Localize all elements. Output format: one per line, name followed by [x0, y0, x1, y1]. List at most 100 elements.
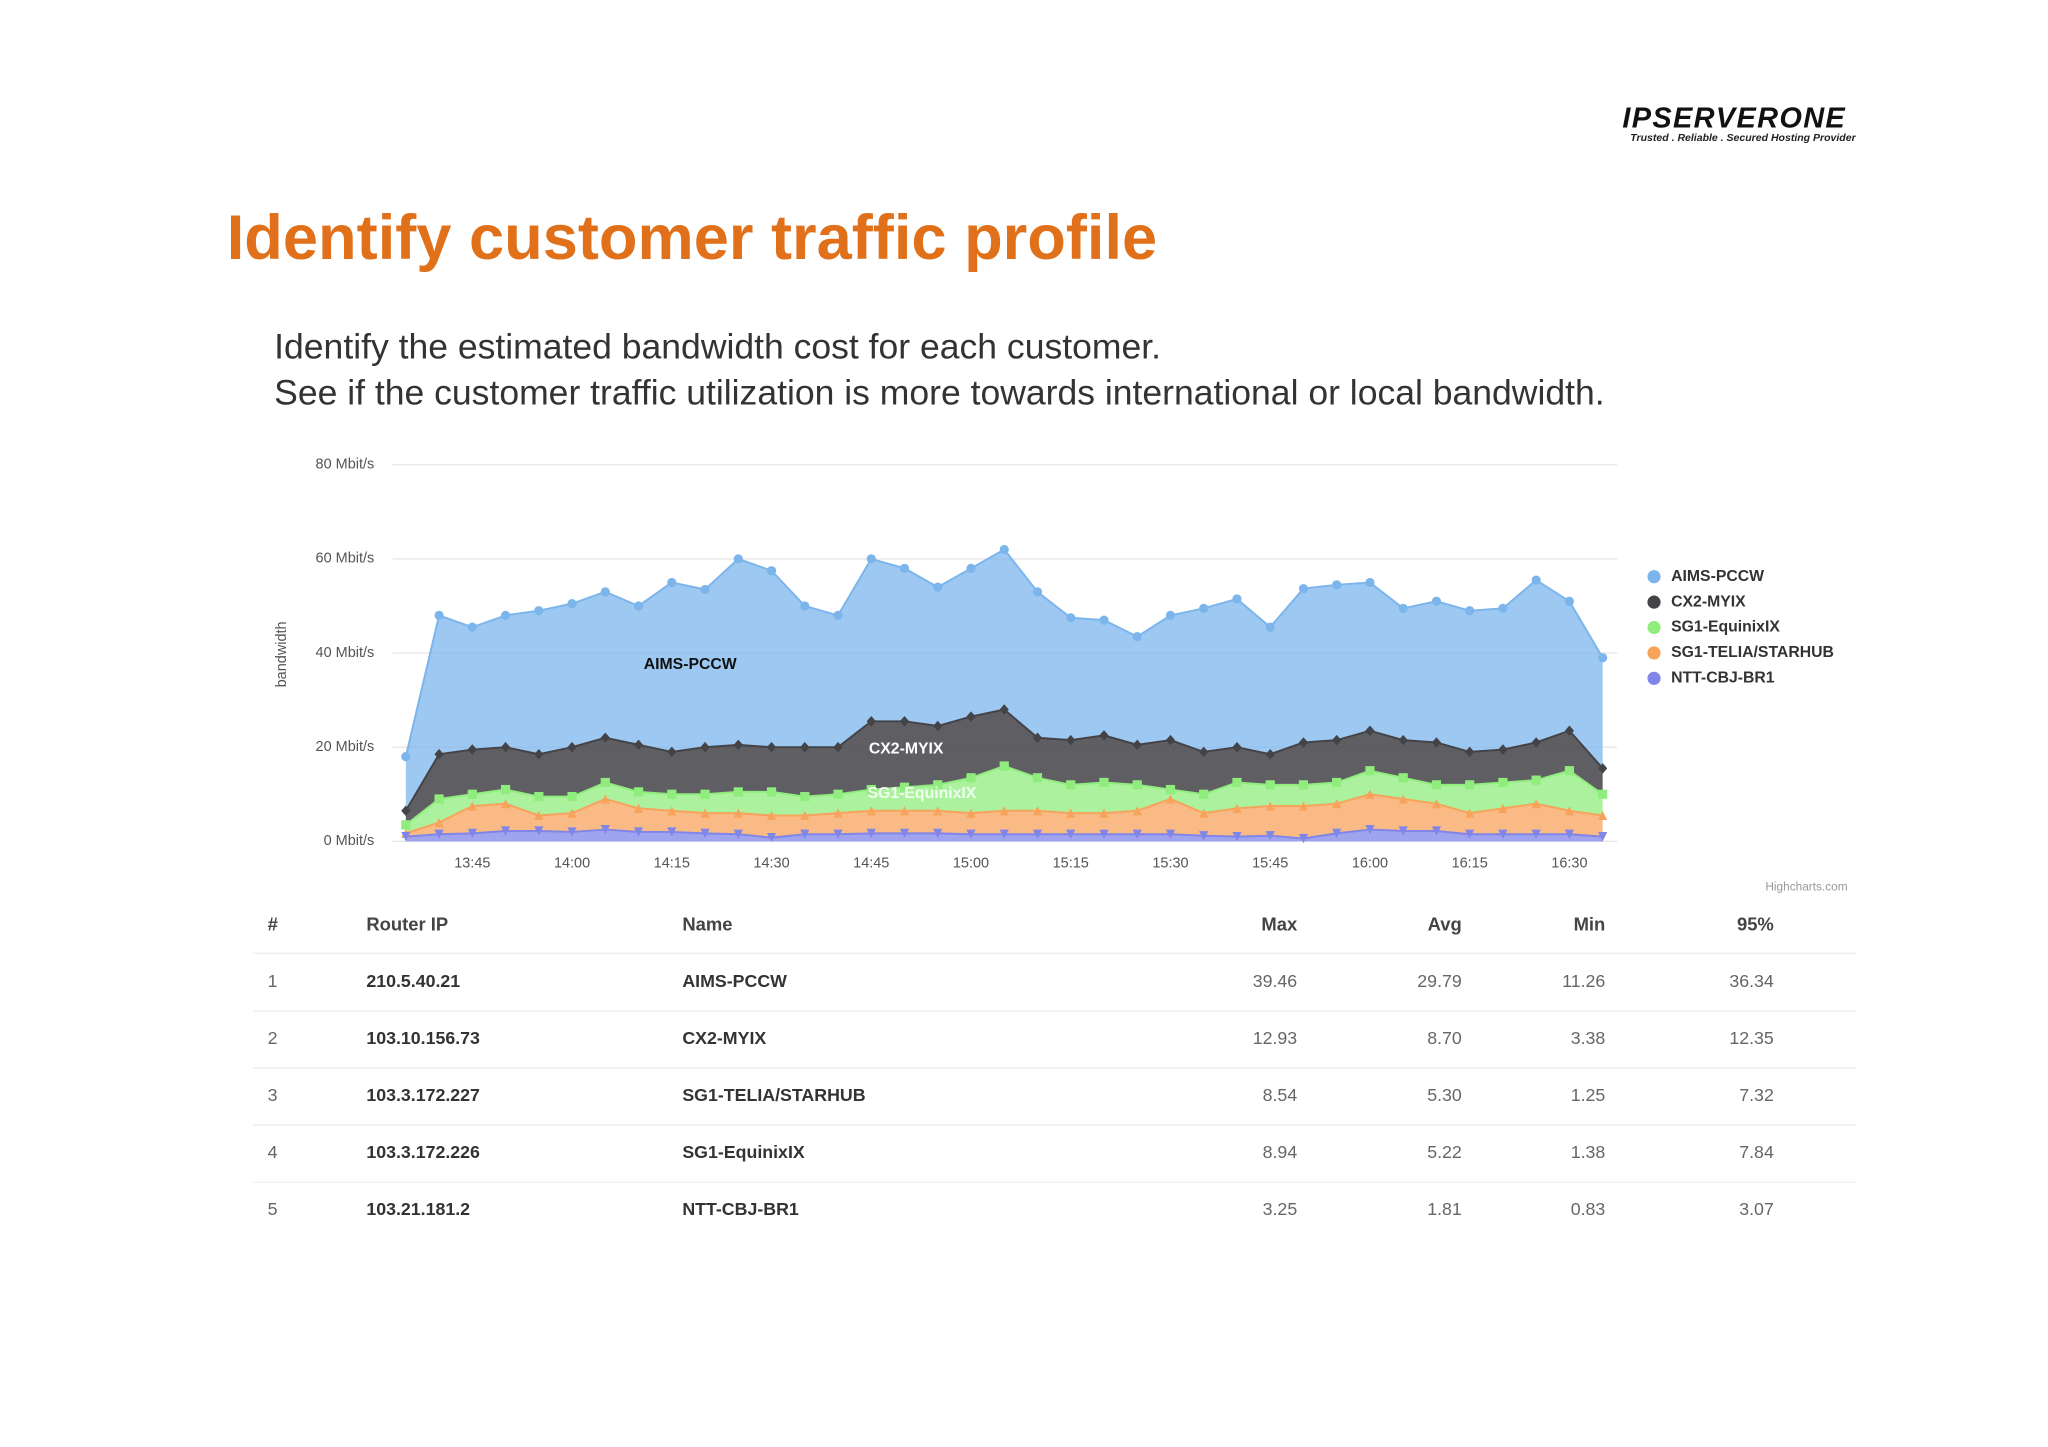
- point: [401, 820, 411, 830]
- point: [600, 794, 610, 804]
- point: [1531, 799, 1541, 809]
- point: [467, 828, 477, 838]
- point: [667, 577, 677, 588]
- point: [966, 563, 976, 573]
- table-cell: 8.54: [1263, 1085, 1298, 1105]
- point: [1398, 794, 1408, 804]
- point: [1531, 775, 1541, 785]
- chart-credit: Highcharts.com: [1765, 880, 1847, 894]
- legend-label: CX2-MYIX: [1671, 593, 1746, 610]
- legend-marker: [1647, 620, 1661, 635]
- point: [401, 832, 411, 842]
- y-tick-label: 20 Mbit/s: [316, 739, 375, 755]
- table-header: Avg: [1428, 913, 1462, 934]
- point: [1332, 580, 1342, 590]
- point: [1298, 833, 1309, 844]
- point: [1199, 603, 1209, 613]
- point: [766, 832, 777, 843]
- point: [1598, 653, 1608, 663]
- table-header: Max: [1261, 913, 1298, 934]
- point: [401, 752, 411, 762]
- point: [766, 566, 777, 576]
- point: [933, 720, 943, 732]
- x-tick-label: 15:30: [1152, 856, 1188, 872]
- area-label: AIMS-PCCW: [644, 656, 737, 673]
- point: [766, 787, 777, 797]
- point: [1465, 829, 1475, 839]
- point: [534, 792, 544, 802]
- point: [700, 741, 710, 753]
- point: [1298, 801, 1309, 811]
- point: [700, 808, 710, 818]
- point: [800, 601, 810, 611]
- point: [833, 741, 843, 753]
- point: [1332, 828, 1342, 838]
- point: [1165, 794, 1176, 804]
- table-cell: 210.5.40.21: [366, 971, 460, 991]
- point: [1032, 806, 1043, 816]
- point: [1398, 773, 1408, 783]
- point: [600, 732, 610, 744]
- point: [1232, 777, 1242, 788]
- legend-label: SG1-EquinixIX: [1671, 619, 1780, 636]
- point: [1165, 829, 1176, 839]
- point: [667, 746, 677, 758]
- x-tick-label: 13:45: [454, 856, 490, 872]
- point: [1498, 744, 1508, 755]
- legend-label: AIMS-PCCW: [1671, 568, 1764, 585]
- point: [833, 789, 843, 799]
- point: [766, 741, 777, 753]
- point: [1066, 808, 1076, 818]
- point: [866, 784, 876, 795]
- point: [933, 582, 943, 592]
- point: [1498, 777, 1508, 788]
- table-cell: 0.83: [1571, 1199, 1606, 1219]
- point: [1165, 610, 1176, 621]
- table-cell: 3.25: [1263, 1199, 1298, 1219]
- point: [633, 827, 644, 837]
- point: [534, 810, 544, 821]
- area-label: CX2-MYIX: [869, 740, 944, 757]
- point: [1564, 766, 1575, 776]
- table-cell: 12.35: [1729, 1028, 1774, 1048]
- point: [500, 826, 511, 836]
- x-tick-label: 15:45: [1252, 856, 1288, 872]
- point: [1232, 594, 1242, 604]
- point: [434, 794, 444, 804]
- table-header: Name: [682, 913, 732, 934]
- point: [1498, 829, 1508, 839]
- point: [1099, 829, 1109, 839]
- table-cell: AIMS-PCCW: [682, 971, 787, 991]
- point: [899, 806, 910, 816]
- point: [534, 826, 544, 836]
- point: [1199, 789, 1209, 799]
- point: [1365, 824, 1375, 835]
- point: [434, 748, 444, 760]
- x-tick-label: 14:15: [654, 856, 690, 872]
- point: [1066, 829, 1076, 839]
- point: [667, 827, 677, 837]
- point: [1398, 734, 1408, 746]
- y-tick-label: 0 Mbit/s: [324, 833, 375, 849]
- point: [733, 554, 743, 564]
- logo: IPSERVERONE: [1622, 102, 1846, 134]
- y-axis-label: bandwidth: [274, 621, 290, 687]
- point: [733, 787, 743, 797]
- point: [966, 808, 976, 818]
- point: [933, 828, 943, 838]
- y-tick-label: 40 Mbit/s: [316, 645, 375, 661]
- table-cell: 2: [268, 1028, 278, 1048]
- x-tick-label: 16:30: [1551, 856, 1587, 872]
- point: [1398, 603, 1408, 613]
- legend-label: SG1-TELIA/STARHUB: [1671, 644, 1834, 661]
- point: [1498, 603, 1508, 613]
- point: [1066, 780, 1076, 790]
- point: [1431, 826, 1442, 836]
- point: [1265, 780, 1275, 790]
- point: [633, 739, 644, 751]
- point: [567, 599, 577, 609]
- table-cell: 4: [268, 1142, 278, 1162]
- point: [1165, 784, 1176, 795]
- point: [733, 829, 743, 839]
